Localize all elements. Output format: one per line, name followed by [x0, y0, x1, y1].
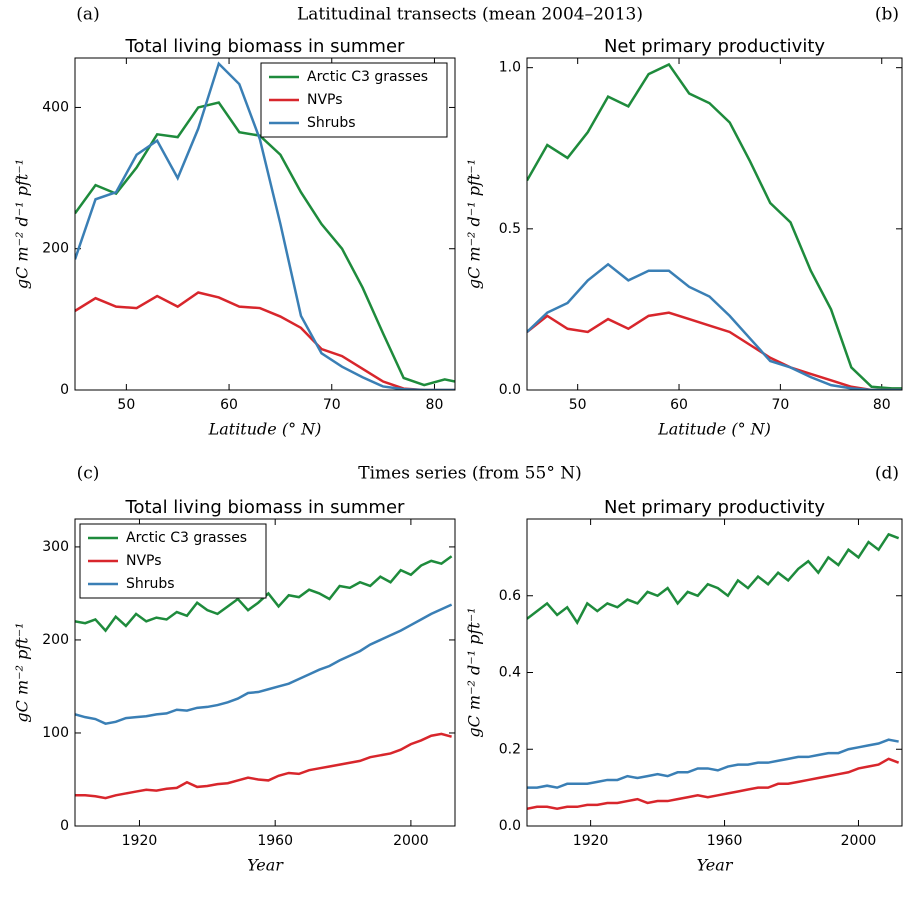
chart-title: Total living biomass in summer	[125, 36, 406, 57]
panel-label: (d)	[875, 464, 899, 484]
x-tick-label: 80	[426, 397, 444, 413]
legend-label: Arctic C3 grasses	[307, 69, 428, 85]
data-line	[527, 738, 899, 789]
y-axis-label: gC m⁻² d⁻¹ pft⁻¹	[465, 607, 484, 737]
x-axis-label: Latitude (° N)	[208, 420, 322, 439]
panel-label: (a)	[76, 5, 99, 25]
y-tick-label: 0.0	[499, 818, 521, 834]
y-tick-label: 0.0	[499, 382, 521, 398]
legend-label: Arctic C3 grasses	[126, 530, 247, 546]
chart-title: Net primary productivity	[604, 36, 825, 57]
axes-frame	[74, 57, 456, 391]
y-tick-label: 0	[60, 382, 69, 398]
y-tick-label: 0.4	[499, 665, 521, 681]
data-line	[527, 311, 902, 390]
x-tick-label: 2000	[841, 833, 877, 849]
panel-label: (b)	[875, 5, 899, 25]
x-tick-label: 80	[873, 397, 891, 413]
data-line	[527, 757, 900, 811]
y-tick-label: 200	[42, 241, 69, 257]
y-tick-label: 0.5	[499, 221, 521, 237]
x-tick-label: 70	[771, 397, 789, 413]
axes-frame	[526, 518, 903, 827]
data-line	[527, 62, 902, 390]
data-line	[75, 732, 452, 800]
axes-frame	[74, 518, 456, 827]
data-line	[75, 291, 455, 390]
data-line	[527, 262, 902, 390]
x-tick-label: 60	[670, 397, 688, 413]
data-line	[527, 532, 900, 626]
x-tick-label: 60	[220, 397, 238, 413]
y-axis-label: gC m⁻² d⁻¹ pft⁻¹	[465, 159, 484, 289]
x-tick-label: 1960	[257, 833, 293, 849]
x-tick-label: 50	[569, 397, 587, 413]
legend-label: Shrubs	[126, 576, 175, 592]
x-tick-label: 2000	[393, 833, 429, 849]
row-title: Latitudinal transects (mean 2004–2013)	[297, 5, 643, 25]
axes-frame	[526, 57, 903, 391]
y-axis-label: gC m⁻² pft⁻¹	[13, 622, 32, 722]
x-tick-label: 1920	[573, 833, 609, 849]
x-axis-label: Year	[247, 856, 284, 875]
y-axis-label: gC m⁻² d⁻¹ pft⁻¹	[13, 159, 32, 289]
y-tick-label: 0.6	[499, 588, 521, 604]
x-tick-label: 70	[323, 397, 341, 413]
y-tick-label: 0	[60, 818, 69, 834]
data-line	[75, 61, 455, 390]
x-tick-label: 1920	[122, 833, 158, 849]
legend-label: NVPs	[126, 553, 162, 569]
y-tick-label: 100	[42, 725, 69, 741]
legend-label: Shrubs	[307, 115, 356, 131]
x-axis-label: Latitude (° N)	[657, 420, 771, 439]
y-tick-label: 200	[42, 632, 69, 648]
panel-label: (c)	[77, 464, 100, 484]
x-tick-label: 50	[117, 397, 135, 413]
row-title: Times series (from 55° N)	[358, 464, 581, 484]
y-tick-label: 300	[42, 539, 69, 555]
chart-title: Net primary productivity	[604, 497, 825, 518]
data-line	[75, 603, 453, 725]
data-line	[75, 101, 455, 387]
chart-title: Total living biomass in summer	[125, 497, 406, 518]
legend-label: NVPs	[307, 92, 343, 108]
x-axis-label: Year	[697, 856, 734, 875]
y-tick-label: 400	[42, 99, 69, 115]
y-tick-label: 0.2	[499, 741, 521, 757]
y-tick-label: 1.0	[499, 60, 521, 76]
x-tick-label: 1960	[707, 833, 743, 849]
